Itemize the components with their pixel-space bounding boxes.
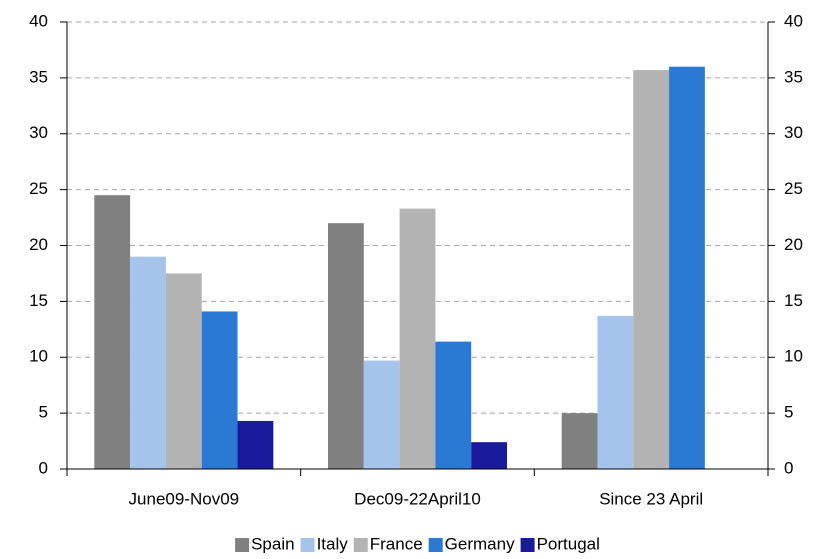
legend-swatch — [300, 538, 315, 552]
y-tick-label: 15 — [29, 291, 48, 310]
x-tick-label: Since 23 April — [599, 489, 703, 508]
y2-tick-label: 25 — [784, 179, 803, 198]
bar — [633, 70, 670, 470]
y-tick-label: 25 — [29, 179, 48, 198]
y-tick-label: 30 — [29, 123, 48, 142]
legend-label: Germany — [445, 534, 515, 553]
y2-tick-label: 10 — [784, 347, 803, 366]
bar — [237, 420, 274, 469]
bar — [597, 315, 634, 469]
bar — [471, 442, 507, 469]
y-tick-label: 10 — [29, 347, 48, 366]
bar — [363, 360, 400, 469]
y-tick-label: 40 — [29, 11, 48, 30]
y2-tick-label: 5 — [784, 403, 793, 422]
x-tick-label: Dec09-22April10 — [354, 489, 481, 508]
bar — [328, 223, 364, 469]
bar — [94, 195, 131, 469]
y-tick-label: 35 — [29, 67, 48, 86]
bar — [561, 413, 598, 469]
legend-swatch — [428, 538, 443, 552]
y-tick-label: 20 — [29, 235, 48, 254]
legend-swatch — [520, 538, 535, 552]
bar — [165, 273, 202, 469]
y2-tick-label: 15 — [784, 291, 803, 310]
bar — [201, 311, 238, 469]
legend-label: Spain — [251, 534, 294, 553]
x-tick-label: June09-Nov09 — [129, 489, 240, 508]
y-tick-label: 5 — [39, 403, 48, 422]
y2-tick-label: 30 — [784, 123, 803, 142]
y2-tick-label: 35 — [784, 67, 803, 86]
bar — [130, 256, 166, 469]
y2-tick-label: 40 — [784, 11, 803, 30]
legend-swatch — [353, 538, 368, 552]
y-tick-label: 0 — [39, 458, 48, 477]
y2-tick-label: 0 — [784, 458, 793, 477]
legend-label: Italy — [317, 534, 349, 553]
bar — [669, 66, 705, 469]
legend-swatch — [235, 538, 250, 552]
legend-label: France — [370, 534, 423, 553]
legend-label: Portugal — [537, 534, 600, 553]
bar — [399, 208, 436, 469]
bar — [435, 341, 472, 469]
y2-tick-label: 20 — [784, 235, 803, 254]
